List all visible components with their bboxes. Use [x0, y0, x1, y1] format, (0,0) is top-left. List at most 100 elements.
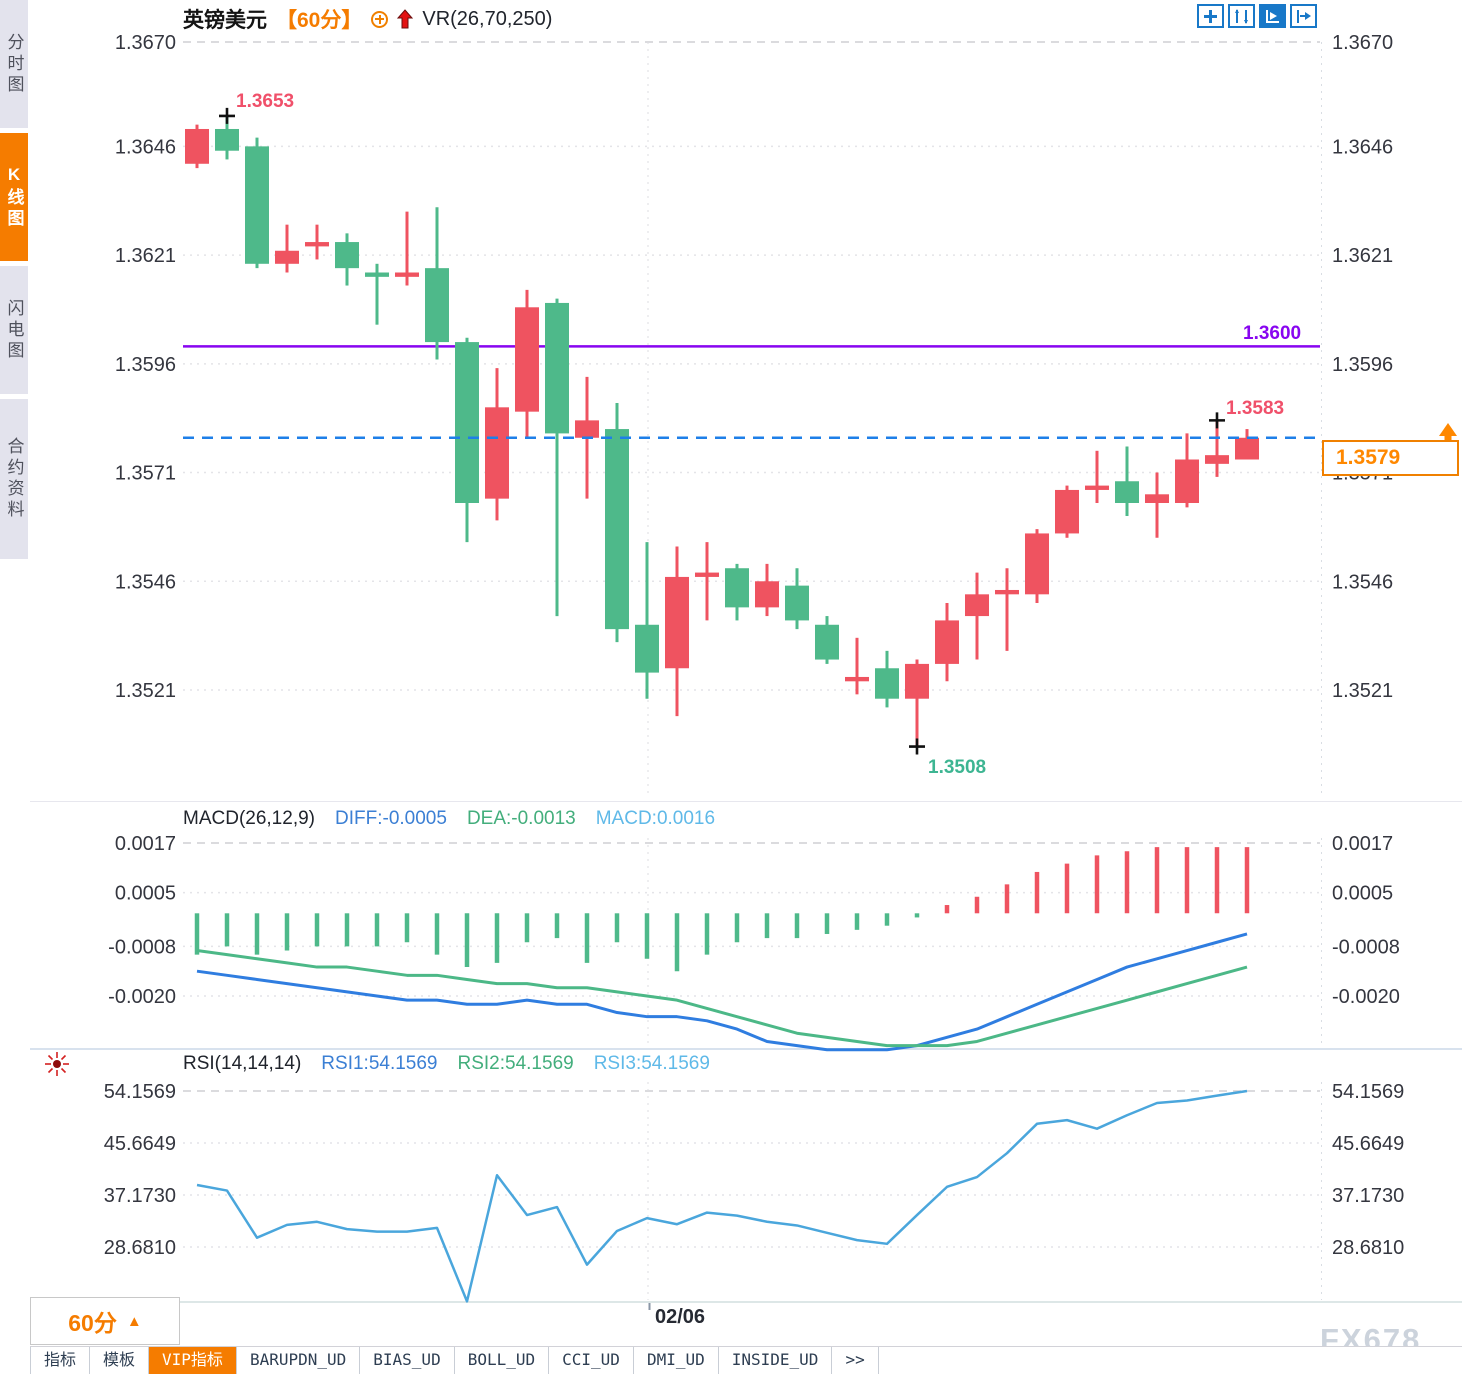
candlestick-series — [185, 115, 1259, 747]
rsi-tick-left-0: 54.1569 — [104, 1081, 176, 1103]
symbol-title: 英镑美元 — [183, 9, 267, 32]
bottom-tab-模板[interactable]: 模板 — [90, 1347, 150, 1374]
swing-low-marker-icon — [909, 738, 925, 755]
bottom-tab-BARUPDN_UD[interactable]: BARUPDN_UD — [237, 1347, 361, 1374]
sidebar-tab-0[interactable]: 分时图 — [0, 0, 28, 128]
rsi-tick-left-2: 37.1730 — [104, 1185, 176, 1207]
candle — [725, 563, 749, 621]
bottom-tab-BIAS_UD[interactable]: BIAS_UD — [360, 1347, 455, 1374]
red-up-arrow-icon — [397, 9, 414, 29]
current-price-tag: 1.3579 — [1322, 440, 1459, 476]
bottom-tab-DMI_UD[interactable]: DMI_UD — [634, 1347, 719, 1374]
candle — [905, 659, 929, 747]
rsi-tick-left-1: 45.6649 — [104, 1133, 176, 1155]
price-tick-left-2: 1.3621 — [115, 245, 176, 267]
candle — [545, 298, 569, 617]
auto-scroll-icon — [1266, 9, 1279, 23]
macd-dea-value: DEA:-0.0013 — [466, 808, 576, 829]
candle — [1175, 433, 1199, 508]
candle — [1025, 529, 1049, 604]
candle — [185, 124, 209, 169]
macd-diff-line — [196, 932, 1248, 1052]
bottom-tab-CCI_UD[interactable]: CCI_UD — [549, 1347, 634, 1374]
overlay-indicator-label: VR(26,70,250) — [422, 7, 553, 30]
candle — [515, 289, 539, 438]
macd-tick-right-2: -0.0008 — [1332, 936, 1400, 958]
chart-toolbar — [1197, 4, 1317, 28]
period-selector[interactable]: 60分 ▲ — [30, 1297, 180, 1345]
price-tick-left-6: 1.3521 — [115, 680, 176, 702]
bottom-tab-指标[interactable]: 指标 — [30, 1347, 91, 1374]
price-tick-right-5: 1.3546 — [1332, 571, 1393, 593]
macd-tick-right-0: 0.0017 — [1332, 833, 1393, 855]
circle-plus-icon[interactable] — [371, 10, 389, 28]
crosshair-button[interactable] — [1197, 4, 1224, 28]
bottom-tab-VIP指标[interactable]: VIP指标 — [149, 1347, 237, 1374]
price-arrow-icon — [1439, 423, 1457, 436]
candle — [305, 224, 329, 260]
axis-range-button[interactable] — [1228, 4, 1255, 28]
candle — [785, 568, 809, 630]
candle — [605, 402, 629, 643]
rsi-tick-right-2: 37.1730 — [1332, 1185, 1404, 1207]
chart-type-sidebar: 分时图 K线图闪电图合约资料 — [0, 0, 30, 1374]
candle — [665, 546, 689, 717]
candle — [845, 637, 869, 695]
macd-tick-left-3: -0.0020 — [108, 986, 176, 1008]
chart-header: 英镑美元 【60分】 VR(26,70,250) — [183, 4, 552, 34]
sidebar-tab-1[interactable]: K线图 — [0, 133, 28, 261]
price-tick-right-3: 1.3596 — [1332, 354, 1393, 376]
sidebar-tab-3[interactable]: 合约资料 — [0, 399, 28, 559]
candle — [485, 368, 509, 521]
rsi1-value: RSI1:54.1569 — [321, 1053, 438, 1074]
price-tick-left-5: 1.3546 — [115, 571, 176, 593]
rsi2-value: RSI2:54.1569 — [457, 1053, 574, 1074]
candle — [275, 224, 299, 273]
dropdown-arrow-icon: ▲ — [126, 1312, 142, 1330]
swing-high-label: 1.3653 — [236, 91, 295, 112]
price-tick-left-3: 1.3596 — [115, 354, 176, 376]
candle — [1205, 420, 1229, 477]
macd-tick-left-0: 0.0017 — [115, 833, 176, 855]
crosshair-icon — [1204, 9, 1217, 23]
recent-high-label: 1.3583 — [1226, 398, 1285, 419]
macd-tick-left-2: -0.0008 — [108, 936, 176, 958]
price-tick-left-4: 1.3571 — [115, 463, 176, 485]
chart-plot-area[interactable] — [183, 36, 1320, 1302]
candle — [635, 542, 659, 699]
bottom-tab->>[interactable]: >> — [832, 1347, 879, 1374]
rsi3-value: RSI3:54.1569 — [593, 1053, 710, 1074]
sidebar-tab-2[interactable]: 闪电图 — [0, 266, 28, 394]
recent-high-marker-icon — [1209, 412, 1225, 429]
candle — [995, 568, 1019, 651]
bottom-tab-BOLL_UD[interactable]: BOLL_UD — [455, 1347, 550, 1374]
rsi-tick-right-0: 54.1569 — [1332, 1081, 1404, 1103]
candle — [425, 207, 449, 360]
auto-scroll-button[interactable] — [1259, 4, 1286, 28]
macd-pane-header: MACD(26,12,9) DIFF:-0.0005 DEA:-0.0013 M… — [183, 808, 715, 830]
axis-range-icon — [1235, 8, 1248, 24]
period-label: 【60分】 — [276, 9, 363, 32]
swing-high-marker-icon — [219, 107, 235, 124]
candle — [245, 137, 269, 269]
rsi-tick-right-3: 28.6810 — [1332, 1237, 1404, 1259]
candle — [335, 233, 359, 286]
candle — [695, 542, 719, 621]
swing-low-label: 1.3508 — [928, 757, 987, 778]
candle — [965, 572, 989, 660]
price-tick-left-1: 1.3646 — [115, 136, 176, 158]
price-tick-right-0: 1.3670 — [1332, 32, 1393, 54]
go-to-latest-button[interactable] — [1290, 4, 1317, 28]
rsi-line — [196, 1089, 1248, 1303]
bottom-tab-INSIDE_UD[interactable]: INSIDE_UD — [719, 1347, 833, 1374]
macd-title: MACD(26,12,9) — [183, 808, 315, 829]
price-arrow-stem — [1444, 436, 1452, 442]
candle — [1055, 485, 1079, 538]
rsi-pane-header: RSI(14,14,14) RSI1:54.1569 RSI2:54.1569 … — [183, 1053, 710, 1075]
candle — [1085, 450, 1109, 503]
macd-macd-value: MACD:0.0016 — [595, 808, 716, 829]
price-tick-right-6: 1.3521 — [1332, 680, 1393, 702]
rsi-title: RSI(14,14,14) — [183, 1053, 302, 1074]
candle — [1115, 446, 1139, 517]
